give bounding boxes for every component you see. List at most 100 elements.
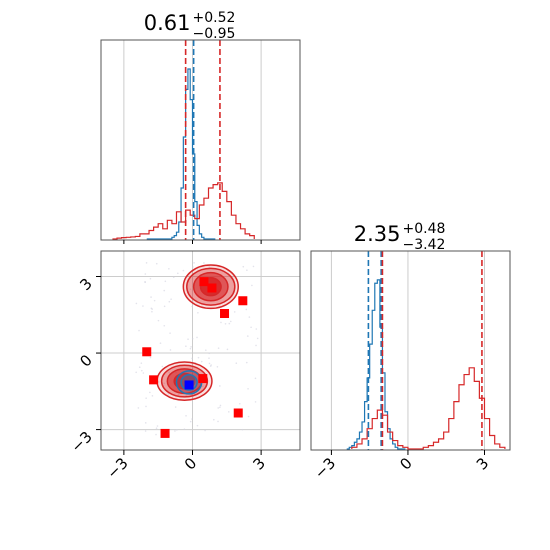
title-plus: +0.52 — [193, 10, 236, 26]
sample-point — [197, 311, 199, 314]
sample-point — [247, 388, 249, 390]
sample-point — [241, 428, 244, 431]
sample-point — [151, 308, 153, 310]
x-tick-label: 3 — [249, 454, 268, 473]
x-tick-label: −3 — [311, 454, 339, 482]
sample-point — [227, 411, 230, 413]
sample-point — [192, 266, 194, 268]
sample-point — [191, 337, 194, 340]
sample-point — [142, 372, 145, 374]
sample-point — [242, 265, 245, 268]
sample-point — [135, 302, 138, 305]
sample-point — [224, 323, 227, 325]
sample-point — [235, 362, 238, 364]
sample-point — [213, 418, 215, 421]
sample-point — [149, 356, 152, 359]
sample-point — [172, 276, 175, 279]
title-plus: +0.48 — [403, 221, 446, 237]
contour-group — [182, 264, 239, 310]
histogram-series — [346, 279, 406, 450]
sample-point — [209, 365, 212, 367]
sample-point — [193, 262, 195, 264]
sample-point — [144, 430, 147, 432]
title-right: 2.35 +0.48−3.42 — [354, 221, 446, 253]
marker-square — [199, 277, 209, 287]
sample-point — [254, 377, 257, 380]
sample-point — [246, 335, 249, 337]
marker-square — [149, 375, 159, 385]
sample-point — [252, 265, 255, 268]
marker-square — [207, 283, 217, 293]
x-tick-label: 0 — [396, 454, 415, 473]
sample-point — [196, 424, 199, 427]
sample-point — [247, 415, 250, 418]
sample-point — [189, 288, 192, 291]
sample-point — [153, 299, 156, 302]
sample-point — [256, 337, 259, 340]
sample-point — [197, 356, 200, 359]
sample-point — [163, 382, 166, 385]
sample-point — [203, 262, 205, 264]
sample-point — [251, 284, 253, 287]
sample-point — [145, 262, 148, 264]
sample-point — [155, 427, 158, 430]
marker-square — [184, 380, 194, 390]
sample-point — [138, 329, 140, 332]
sample-point — [238, 402, 241, 405]
sample-point — [183, 428, 186, 430]
title-minus: −3.42 — [403, 237, 446, 253]
histogram-series — [146, 68, 216, 240]
sample-point — [208, 357, 210, 359]
sample-point — [217, 420, 219, 423]
sample-point — [200, 360, 203, 363]
sample-point — [168, 300, 171, 303]
marker-square — [198, 374, 208, 384]
y-tick-label: 3 — [76, 275, 95, 294]
sample-point — [185, 414, 187, 417]
marker-square — [220, 309, 230, 319]
sample-point — [163, 324, 166, 327]
sample-point — [168, 267, 170, 270]
title-value: 0.61 — [144, 11, 191, 35]
sample-point — [185, 345, 187, 348]
sample-point — [219, 385, 221, 387]
sample-point — [151, 310, 153, 313]
sample-point — [151, 395, 154, 397]
sample-point — [142, 305, 144, 307]
sample-point — [250, 326, 252, 329]
sample-point — [157, 381, 160, 383]
sample-point — [219, 404, 222, 407]
sample-point — [168, 371, 170, 374]
sample-point — [208, 352, 211, 355]
sample-point — [159, 342, 162, 344]
sample-point — [208, 362, 211, 365]
sample-point — [141, 369, 143, 372]
sample-point — [205, 349, 207, 351]
sample-point — [149, 391, 151, 394]
sample-point — [191, 305, 193, 308]
sample-point — [145, 405, 147, 408]
sample-point — [217, 347, 220, 349]
sample-point — [170, 298, 172, 300]
sample-point — [164, 280, 167, 283]
sample-point — [216, 365, 219, 368]
sample-point — [254, 401, 257, 403]
sample-point — [220, 321, 222, 324]
sample-point — [149, 277, 152, 280]
sample-point — [245, 308, 248, 311]
x-tick-label: 0 — [181, 454, 200, 473]
sample-point — [202, 385, 204, 388]
sample-point — [228, 322, 231, 325]
sample-point — [189, 420, 192, 423]
sample-point — [219, 406, 221, 409]
sample-point — [177, 393, 180, 396]
marker-square — [142, 347, 152, 357]
panel-frame-joint — [100, 250, 301, 451]
sample-point — [204, 429, 206, 432]
sample-point — [140, 362, 143, 364]
panel-frame-top — [100, 39, 301, 241]
title-top: 0.61 +0.52−0.95 — [144, 10, 236, 42]
sample-point — [229, 320, 232, 323]
sample-point — [191, 282, 194, 285]
